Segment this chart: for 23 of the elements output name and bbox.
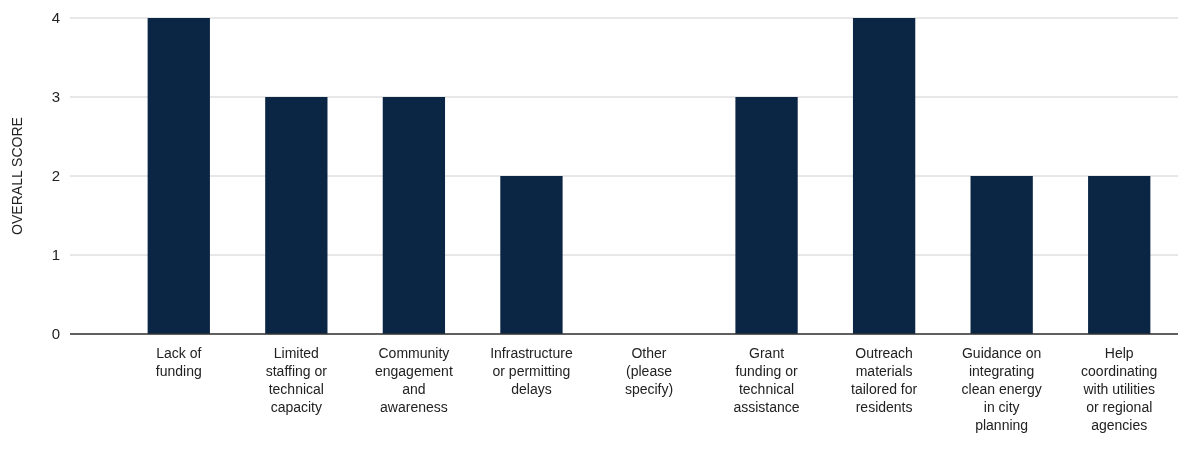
x-tick-label: Help coordinating with utilities or regional agencies	[1081, 345, 1158, 433]
y-tick-label: 4	[51, 9, 60, 27]
x-tick-label: Infrastructure or permitting delays	[490, 345, 573, 397]
bar	[265, 97, 328, 334]
bar	[382, 97, 446, 334]
x-tick-label: Grant funding or technical assistance	[733, 345, 800, 415]
y-tick-label: 2	[51, 167, 60, 185]
y-axis-title: OVERALL SCORE	[9, 117, 25, 235]
x-tick-label: Lack of funding	[155, 345, 202, 379]
bar	[970, 176, 1033, 334]
x-tick-label: Community engagement and awareness	[374, 345, 453, 415]
y-tick-label: 1	[51, 246, 60, 264]
x-tick-label: Other (please specify)	[624, 345, 674, 397]
y-tick-label: 0	[51, 325, 60, 343]
bar	[147, 18, 210, 334]
bar	[852, 18, 916, 334]
y-tick-label: 3	[51, 88, 60, 106]
x-tick-label: Outreach materials tailored for residents	[851, 345, 918, 415]
x-tick-label: Guidance on integrating clean energy in city planning	[961, 345, 1042, 433]
x-tick-label: Limited staffing or technical capacity	[265, 345, 328, 415]
bar	[1088, 176, 1151, 334]
bar	[500, 176, 563, 334]
bar	[735, 97, 798, 334]
